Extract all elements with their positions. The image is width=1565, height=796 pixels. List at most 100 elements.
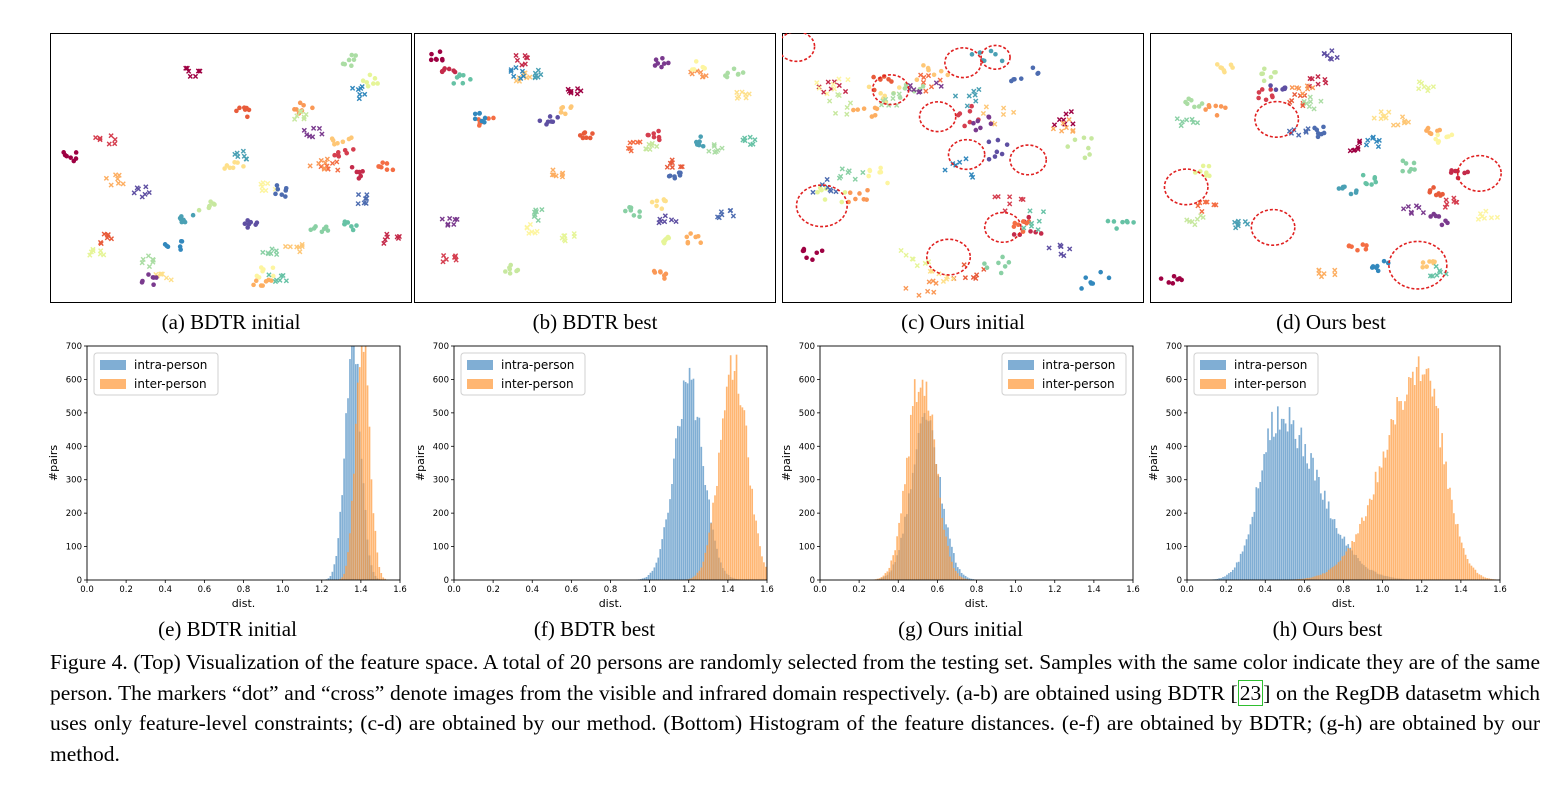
histogram-bar: [1335, 564, 1338, 580]
scatter-dot: [563, 111, 568, 117]
y-tick-label: 400: [433, 442, 449, 452]
scatter-dot: [866, 84, 872, 90]
scatter-cross: [139, 194, 145, 200]
scatter-cross: [297, 249, 303, 255]
histogram-bar: [902, 490, 904, 580]
scatter-dot: [631, 213, 637, 218]
scatter-dot: [1449, 132, 1455, 138]
scatter-dot: [559, 106, 564, 111]
histogram-bar: [964, 575, 967, 580]
scatter-cross: [814, 80, 820, 86]
scatter-cross: [712, 149, 718, 155]
histogram-bar: [376, 552, 379, 580]
scatter-dot: [657, 137, 662, 143]
legend-entry: inter-person: [1042, 377, 1115, 391]
histogram-bar: [1382, 451, 1385, 580]
scatter-dot: [1002, 264, 1008, 269]
histogram-bar: [1347, 548, 1350, 580]
scatter-cross: [698, 69, 704, 75]
scatter-dot: [857, 191, 862, 196]
scatter-cross: [923, 88, 929, 94]
scatter-dot: [1363, 180, 1368, 186]
y-tick-label: 600: [66, 375, 82, 385]
y-tick-label: 300: [433, 476, 449, 486]
scatter-cross: [1365, 137, 1371, 143]
scatter-dot: [1260, 71, 1266, 76]
histogram-bar: [1321, 573, 1324, 580]
scatter-dot: [1364, 243, 1369, 248]
scatter-cross: [1402, 118, 1408, 124]
histogram-bar: [900, 513, 902, 580]
scatter-cross: [983, 104, 989, 110]
scatter-cross: [452, 254, 458, 261]
histogram-bar: [880, 577, 883, 580]
scatter-cross: [1329, 48, 1335, 54]
citation-link[interactable]: 23: [1237, 679, 1264, 706]
histogram-bar: [1353, 541, 1355, 580]
x-axis-label: dist.: [965, 597, 989, 610]
histogram-bar: [1415, 366, 1418, 580]
histogram-bar: [731, 379, 734, 580]
scatter-dot: [623, 208, 628, 214]
histogram-bar: [1216, 578, 1218, 580]
scatter-dot: [274, 183, 280, 188]
scatter-cross: [1318, 98, 1324, 104]
y-tick-label: 200: [799, 509, 815, 519]
scatter-dot: [662, 198, 667, 204]
scatter-cross: [1199, 208, 1205, 215]
histogram-bars: [872, 379, 977, 580]
histogram-bar: [1404, 401, 1406, 580]
histogram-bar: [929, 415, 932, 580]
scatter-dot: [1038, 231, 1044, 236]
histogram-bar: [970, 578, 973, 580]
scatter-cross: [1178, 123, 1184, 129]
scatter-cross: [140, 256, 146, 262]
histogram-bar: [1349, 549, 1352, 580]
histogram-bar: [686, 383, 689, 580]
x-tick-label: 1.4: [1087, 585, 1101, 595]
scatter-cross: [88, 249, 94, 255]
scatter-dot: [1098, 269, 1103, 275]
scatter-cross: [1405, 119, 1412, 125]
histogram-bar: [690, 379, 693, 580]
scatter-cross: [1058, 251, 1064, 257]
y-tick-label: 300: [799, 476, 815, 486]
histogram-bar: [1437, 408, 1440, 580]
scatter-dot: [342, 61, 348, 67]
scatter-dot: [1321, 124, 1326, 130]
histogram-bar: [1218, 578, 1220, 580]
scatter-dot: [878, 91, 883, 96]
scatter-dot: [871, 74, 876, 80]
scatter-dot: [351, 147, 356, 152]
scatter-dot: [1439, 222, 1445, 228]
scatter-cross: [718, 209, 724, 215]
scatter-cross: [311, 125, 317, 131]
histogram-bar: [1312, 457, 1314, 580]
histogram-bar: [1433, 388, 1436, 580]
scatter-cross: [1068, 109, 1074, 115]
scatter-dot: [861, 196, 867, 202]
scatter-cross: [104, 235, 110, 241]
legend-entry: inter-person: [1234, 377, 1307, 391]
histogram-bar: [761, 556, 763, 580]
scatter-dot: [1314, 127, 1320, 133]
histogram-bar: [720, 439, 722, 580]
histogram-bar: [725, 386, 728, 580]
scatter-cross: [526, 230, 532, 236]
scatter-cross: [637, 139, 643, 145]
scatter-dot: [662, 238, 668, 243]
caption-e: (e) BDTR initial: [158, 617, 297, 641]
highlight-circle: [782, 33, 816, 63]
scatter-dot: [1431, 211, 1437, 217]
histogram-bar: [894, 550, 896, 580]
scatter-dot: [637, 209, 642, 214]
histogram-bar: [706, 545, 709, 580]
scatter-cross: [240, 148, 246, 154]
scatter-dot: [154, 275, 159, 280]
scatter-dot: [279, 192, 285, 197]
histogram-bar: [1245, 539, 1248, 580]
scatter-dot: [676, 170, 682, 176]
histogram-panel-g: 0.0 0.2 0.4 0.6 0.8 1.0 1.2 1.4 1.6 0 100 200 300 400…: [780, 342, 1140, 610]
scatter-cross: [1475, 216, 1481, 222]
scatter-cross: [662, 213, 668, 219]
